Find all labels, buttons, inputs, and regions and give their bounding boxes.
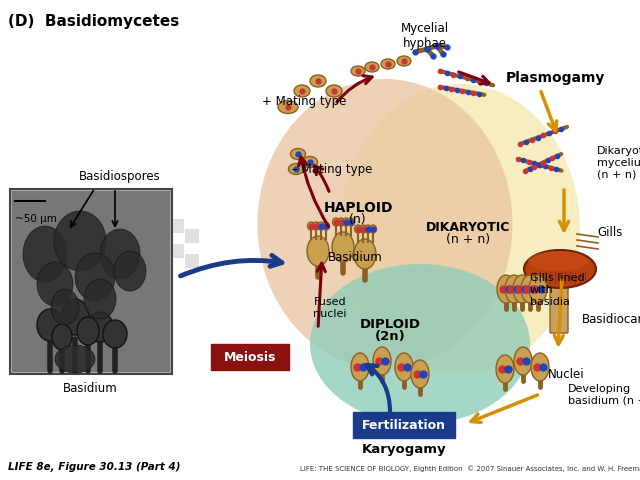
Ellipse shape (23, 227, 67, 282)
Ellipse shape (84, 279, 116, 319)
Text: DIKARYOTIC: DIKARYOTIC (426, 221, 510, 234)
Text: Basidium: Basidium (328, 251, 382, 264)
Text: + Mating type: + Mating type (262, 96, 346, 108)
Ellipse shape (340, 85, 580, 374)
Text: (D)  Basidiomycetes: (D) Basidiomycetes (8, 14, 179, 29)
Ellipse shape (332, 232, 354, 263)
Ellipse shape (87, 312, 113, 342)
Ellipse shape (114, 252, 146, 291)
Ellipse shape (351, 353, 369, 381)
Text: Gills: Gills (597, 226, 622, 239)
Bar (12, 192, 170, 372)
Ellipse shape (360, 226, 367, 233)
Ellipse shape (37, 263, 73, 306)
Ellipse shape (307, 237, 329, 266)
Text: Mycelial
hyphae: Mycelial hyphae (401, 22, 449, 50)
Ellipse shape (317, 223, 324, 230)
Text: (n): (n) (349, 213, 367, 226)
FancyBboxPatch shape (550, 266, 568, 333)
Ellipse shape (323, 223, 330, 230)
Text: (2n): (2n) (374, 330, 405, 343)
Ellipse shape (342, 218, 349, 227)
Text: LIFE 8e, Figure 30.13 (Part 4): LIFE 8e, Figure 30.13 (Part 4) (8, 461, 180, 471)
Ellipse shape (365, 63, 379, 73)
Ellipse shape (75, 253, 115, 301)
Ellipse shape (531, 353, 549, 381)
Ellipse shape (77, 317, 99, 345)
Bar (170, 219, 184, 233)
Text: Meiosis: Meiosis (224, 351, 276, 364)
Ellipse shape (354, 240, 376, 269)
Ellipse shape (365, 226, 371, 233)
Ellipse shape (333, 218, 339, 227)
Ellipse shape (513, 276, 531, 303)
Ellipse shape (524, 251, 596, 288)
Text: Basidium: Basidium (63, 381, 117, 394)
Text: Dikaryotic
mycelium
(n + n): Dikaryotic mycelium (n + n) (597, 146, 640, 179)
Ellipse shape (351, 67, 365, 77)
Text: Karyogamy: Karyogamy (362, 443, 446, 456)
Text: Basidiospores: Basidiospores (79, 169, 161, 182)
Text: (n + n): (n + n) (446, 233, 490, 246)
Text: LIFE: THE SCIENCE OF BIOLOGY, Eighth Edition  © 2007 Sinauer Associates, Inc. an: LIFE: THE SCIENCE OF BIOLOGY, Eighth Edi… (300, 464, 640, 471)
Ellipse shape (395, 353, 413, 381)
Text: HAPLOID: HAPLOID (323, 201, 393, 215)
Text: Fused
nuclei: Fused nuclei (313, 297, 347, 318)
Ellipse shape (55, 345, 95, 373)
Ellipse shape (355, 226, 362, 233)
Ellipse shape (337, 218, 344, 227)
Ellipse shape (61, 300, 89, 336)
Ellipse shape (528, 252, 588, 271)
Ellipse shape (312, 223, 319, 230)
Ellipse shape (278, 101, 298, 114)
Ellipse shape (307, 223, 314, 230)
Text: Gills lined
with
basidia: Gills lined with basidia (530, 273, 584, 306)
Text: ~50 μm: ~50 μm (15, 214, 57, 224)
FancyBboxPatch shape (211, 344, 289, 370)
Ellipse shape (289, 164, 303, 175)
Ellipse shape (37, 309, 63, 341)
FancyBboxPatch shape (353, 412, 455, 438)
Ellipse shape (497, 276, 515, 303)
Ellipse shape (103, 320, 127, 348)
Ellipse shape (505, 276, 523, 303)
Ellipse shape (310, 264, 530, 424)
Ellipse shape (373, 347, 391, 375)
Ellipse shape (294, 86, 310, 98)
Bar (185, 254, 199, 268)
Text: Nuclei: Nuclei (548, 368, 584, 381)
Ellipse shape (303, 157, 317, 168)
Text: Plasmogamy: Plasmogamy (506, 71, 605, 85)
Ellipse shape (411, 360, 429, 388)
Text: – Mating type: – Mating type (292, 163, 372, 176)
Ellipse shape (100, 229, 140, 279)
Ellipse shape (310, 76, 326, 88)
Ellipse shape (369, 226, 376, 233)
Text: Developing
basidium (n + n): Developing basidium (n + n) (568, 384, 640, 405)
Ellipse shape (514, 347, 532, 375)
Bar (185, 229, 199, 243)
Bar (10, 190, 172, 374)
Ellipse shape (381, 60, 395, 70)
Ellipse shape (529, 276, 547, 303)
Ellipse shape (52, 324, 72, 350)
Ellipse shape (257, 80, 513, 369)
Ellipse shape (54, 212, 106, 271)
Ellipse shape (397, 57, 411, 67)
Text: DIPLOID: DIPLOID (360, 318, 420, 331)
Ellipse shape (521, 276, 539, 303)
Ellipse shape (51, 289, 79, 325)
Ellipse shape (326, 86, 342, 98)
Text: Basidiocarp: Basidiocarp (582, 313, 640, 326)
Ellipse shape (496, 355, 514, 383)
Ellipse shape (291, 149, 305, 160)
Text: Fertilization: Fertilization (362, 419, 446, 432)
Ellipse shape (348, 218, 355, 227)
Bar (170, 244, 184, 258)
